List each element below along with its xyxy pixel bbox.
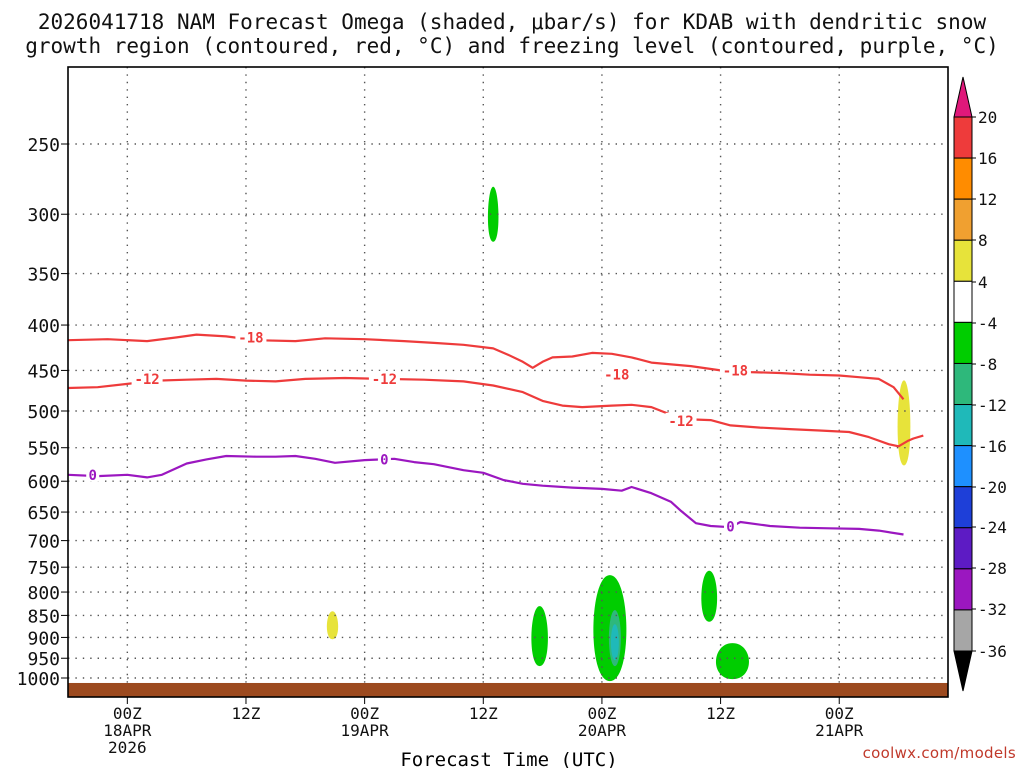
y-tick-label-800: 800 [27, 583, 60, 604]
contour-label-dgz-minus12-0: -12 [134, 372, 159, 388]
y-tick-label-950: 950 [27, 649, 60, 670]
x-tick-label-h36-0: 12Z [469, 704, 498, 723]
y-tick-label-700: 700 [27, 532, 60, 553]
contour-label-bg-dgz-minus18-0 [235, 329, 267, 345]
colorbar-label-8: -12 [978, 396, 1007, 415]
colorbar-bin-9 [953, 445, 973, 488]
contour-freezing-level-0 [67, 454, 904, 536]
contour-label-dgz-minus18-1: -18 [604, 368, 629, 384]
colorbar-bin-8 [953, 404, 973, 447]
contour-label-bg-freezing-level-0-2 [723, 518, 737, 534]
colorbar-bin-7 [953, 362, 973, 406]
contour-label-bg-dgz-minus12-0 [131, 370, 163, 386]
x-tick-label-h24-1: 19APR [341, 721, 390, 740]
colorbar-bin-4 [953, 239, 973, 282]
colorbar-bin-12 [953, 568, 973, 611]
contour-label-freezing-level-0-1: 0 [380, 452, 388, 468]
chart-title-line-2: growth region (contoured, red, °C) and f… [25, 34, 999, 58]
y-tick-label-350: 350 [27, 265, 60, 286]
colorbar-label-13: -32 [978, 600, 1007, 619]
y-tick-label-1000: 1000 [17, 669, 60, 690]
contour-label-freezing-level-0-2: 0 [726, 520, 734, 536]
omega-region-2 [326, 611, 339, 640]
colorbar-label-6: -4 [978, 314, 997, 333]
omega-region-6 [715, 643, 749, 680]
plot-frame [67, 66, 949, 698]
contour-label-dgz-minus12-1: -12 [372, 372, 397, 388]
contour-label-bg-dgz-minus18-2 [719, 362, 751, 378]
y-tick-label-500: 500 [27, 402, 60, 423]
colorbar-label-3: 12 [978, 190, 997, 209]
contour-label-freezing-level-0-0: 0 [89, 468, 97, 484]
colorbar-label-11: -24 [978, 518, 1007, 537]
omega-region-5 [701, 570, 718, 622]
omega-region-1 [487, 186, 499, 242]
omega-core-cyan [610, 624, 619, 661]
colorbar-bin-1 [953, 116, 973, 159]
y-tick-label-600: 600 [27, 472, 60, 493]
contour-label-dgz-minus12-2: -12 [668, 414, 693, 430]
colorbar-label-12: -28 [978, 559, 1007, 578]
colorbar-label-9: -16 [978, 437, 1007, 456]
omega-region-3 [531, 606, 548, 667]
contour-label-bg-freezing-level-0-0 [86, 466, 100, 482]
x-tick-label-h12-0: 12Z [232, 704, 261, 723]
y-tick-label-750: 750 [27, 558, 60, 579]
x-tick-label-h48-1: 20APR [578, 721, 627, 740]
x-tick-label-h24-0: 00Z [350, 704, 379, 723]
contour-label-bg-dgz-minus12-2 [665, 412, 697, 428]
contour-label-bg-dgz-minus18-1 [601, 366, 633, 382]
colorbar-label-1: 20 [978, 108, 997, 127]
colorbar-bin-2 [953, 157, 973, 200]
colorbar-label-4: 8 [978, 231, 988, 250]
contour-dgz-minus12 [67, 376, 924, 448]
y-tick-label-450: 450 [27, 361, 60, 382]
x-tick-label-h72-0: 00Z [825, 704, 854, 723]
y-tick-label-550: 550 [27, 439, 60, 460]
colorbar-bin-5 [953, 280, 973, 323]
colorbar-bin-13 [953, 609, 973, 652]
x-tick-label-h60-0: 12Z [706, 704, 735, 723]
colorbar-bin-10 [953, 486, 973, 529]
colorbar-bottom-arrow [953, 650, 973, 692]
y-tick-label-400: 400 [27, 316, 60, 337]
y-tick-label-850: 850 [27, 606, 60, 627]
contour-label-dgz-minus18-0: -18 [238, 330, 263, 346]
colorbar: 20 16 12 8 4 -4 -8 -12 -16 -20 -24 -28 -32 -36 [953, 76, 1007, 692]
y-tick-label-900: 900 [27, 628, 60, 649]
x-axis-label: Forecast Time (UTC) [400, 749, 617, 768]
plot-area: 2503003504004505005506006507007508008509… [17, 66, 949, 757]
colorbar-bin-11 [953, 527, 973, 570]
x-tick-label-h0-2: 2026 [108, 738, 147, 757]
x-tick-label-h72-1: 21APR [815, 721, 864, 740]
y-tick-label-650: 650 [27, 503, 60, 524]
x-tick-label-h48-0: 00Z [587, 704, 616, 723]
plot-background [68, 67, 948, 697]
y-tick-label-250: 250 [27, 135, 60, 156]
x-tick-label-h0-1: 18APR [103, 721, 152, 740]
x-tick-label-h0-0: 00Z [113, 704, 142, 723]
colorbar-label-2: 16 [978, 149, 997, 168]
colorbar-top-arrow [953, 76, 973, 118]
colorbar-bin-6 [953, 321, 973, 364]
colorbar-label-5: 4 [978, 273, 988, 292]
contour-label-dgz-minus18-2: -18 [723, 363, 748, 379]
colorbar-bin-3 [953, 198, 973, 241]
colorbar-label-10: -20 [978, 478, 1007, 497]
contour-label-bg-dgz-minus12-1 [368, 370, 400, 386]
ground-surface [68, 682, 948, 697]
contour-label-bg-freezing-level-0-1 [377, 451, 391, 467]
y-tick-label-300: 300 [27, 205, 60, 226]
colorbar-label-7: -8 [978, 355, 997, 374]
chart-title-line-1: 2026041718 NAM Forecast Omega (shaded, μ… [37, 10, 987, 34]
colorbar-label-14: -36 [978, 642, 1007, 661]
credit-link[interactable]: coolwx.com/models [862, 744, 1016, 762]
